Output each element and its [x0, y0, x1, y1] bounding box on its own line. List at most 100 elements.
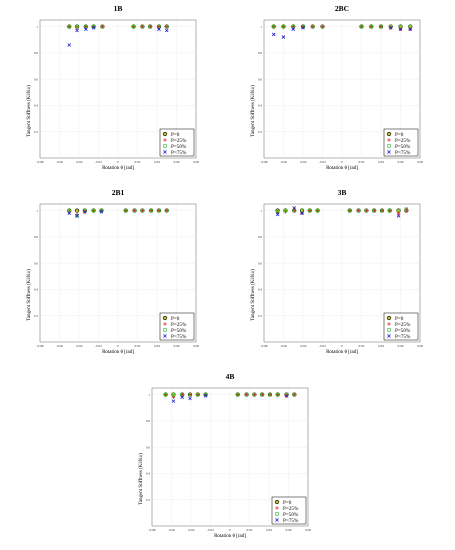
x-axis-label: Rotation θ [rad]	[102, 350, 134, 355]
legend-marker	[274, 499, 280, 505]
chart-panel-3b: -0.08 -0.06 -0.04 -0.02 0 0.02 0.04 0.06 0.08 0.2…	[224, 184, 442, 364]
legend-label: P=25%	[283, 506, 299, 512]
data-point	[364, 208, 369, 213]
x-tick-label: 0	[117, 344, 119, 348]
data-point	[252, 392, 257, 397]
legend-marker	[387, 322, 391, 326]
x-tick-label: 0.08	[305, 528, 311, 532]
x-axis-label: Rotation θ [rad]	[214, 534, 246, 539]
y-tick-label: 0.6	[34, 261, 38, 265]
x-tick-label: 0.04	[154, 160, 160, 164]
data-point	[91, 208, 96, 213]
x-tick-label: 0.04	[378, 160, 384, 164]
legend-label: P=0	[395, 316, 404, 322]
x-tick-label: 0.08	[193, 160, 199, 164]
legend-marker	[387, 138, 391, 142]
legend-marker	[387, 150, 391, 154]
series-P75	[275, 206, 401, 218]
y-tick-label: 0.4	[34, 288, 38, 292]
legend-marker	[387, 144, 391, 148]
y-tick-label: 0.8	[34, 51, 38, 55]
y-tick-label: 0.8	[146, 419, 150, 423]
data-point	[284, 394, 289, 398]
data-point	[165, 24, 169, 29]
data-point	[388, 26, 393, 30]
data-point	[291, 24, 295, 29]
data-point	[369, 24, 373, 29]
x-tick-label: 0.02	[359, 160, 365, 164]
y-tick-label: 0.4	[258, 104, 262, 108]
y-tick-label: 0.4	[146, 472, 150, 476]
legend-label: P=0	[171, 132, 180, 138]
data-point	[140, 208, 145, 213]
data-point	[75, 28, 79, 33]
data-point	[180, 395, 185, 399]
legend-label: P=50%	[283, 512, 299, 518]
x-tick-label: -0.08	[261, 344, 268, 348]
data-point	[157, 24, 161, 29]
x-tick-label: 0.04	[378, 344, 384, 348]
y-tick-label: 0.2	[258, 314, 262, 318]
data-point	[408, 24, 412, 29]
x-tick-label: -0.08	[149, 528, 156, 532]
data-point	[84, 27, 88, 31]
legend-label: P=50%	[171, 144, 187, 150]
y-tick-label: 0.4	[258, 288, 262, 292]
legend-marker	[386, 315, 392, 321]
y-tick-label: 0.6	[34, 77, 38, 81]
legend-marker	[386, 131, 392, 137]
x-tick-label: 0	[341, 344, 343, 348]
chart-svg: -0.08 -0.06 -0.04 -0.02 0 0.02 0.04 0.06 0.08 0.2…	[251, 4, 423, 171]
x-tick-label: -0.02	[95, 344, 102, 348]
x-tick-label: 0.08	[417, 344, 423, 348]
axes-frame	[263, 19, 421, 159]
legend-label: P=0	[395, 132, 404, 138]
chart-title: 1B	[114, 4, 123, 13]
x-tick-label: -0.02	[207, 528, 214, 532]
data-point	[372, 208, 376, 213]
data-point	[196, 392, 200, 397]
chart-panel-2bc: -0.08 -0.06 -0.04 -0.02 0 0.02 0.04 0.06 0.08 0.2…	[224, 0, 442, 180]
x-tick-label: -0.06	[280, 344, 287, 348]
data-point	[74, 208, 80, 213]
x-tick-label: 0.08	[193, 344, 199, 348]
axes-frame	[151, 387, 309, 527]
data-point	[164, 28, 169, 33]
data-point	[283, 208, 288, 213]
data-point	[99, 210, 104, 214]
y-tick-label: 0.2	[34, 314, 38, 318]
y-tick-label: 0.6	[258, 77, 262, 81]
y-tick-label: 0.6	[258, 261, 262, 265]
x-tick-label: 0.08	[417, 160, 423, 164]
y-tick-label: 1	[260, 25, 262, 29]
legend-label: P=50%	[395, 144, 411, 150]
data-point	[67, 24, 71, 29]
data-point	[83, 210, 87, 214]
legend-label: P=75%	[283, 518, 299, 524]
x-tick-label: 0.04	[154, 344, 160, 348]
chart-panel-4b: -0.08 -0.06 -0.04 -0.02 0 0.02 0.04 0.06 0.08 0.2…	[112, 368, 330, 548]
data-point	[91, 26, 96, 30]
y-tick-label: 0.8	[258, 235, 262, 239]
data-point	[75, 214, 79, 218]
data-point	[124, 208, 128, 213]
y-tick-label: 0.2	[146, 498, 150, 502]
x-tick-label: -0.08	[37, 160, 44, 164]
data-point	[348, 208, 352, 213]
series-P75	[271, 26, 413, 39]
data-point	[276, 392, 280, 397]
x-tick-label: -0.02	[319, 160, 326, 164]
data-point	[359, 24, 364, 29]
data-point	[404, 207, 409, 211]
data-point	[315, 208, 320, 213]
data-point	[75, 214, 79, 218]
data-point	[301, 26, 305, 30]
y-axis-label: Tangent Stiffness (Ki/Ko)	[251, 85, 256, 137]
data-point	[188, 396, 192, 401]
data-point	[398, 24, 403, 29]
data-point	[300, 211, 304, 215]
y-tick-label: 0.8	[34, 235, 38, 239]
x-tick-label: 0.06	[174, 160, 180, 164]
y-tick-label: 1	[148, 393, 150, 397]
x-tick-label: 0	[117, 160, 119, 164]
